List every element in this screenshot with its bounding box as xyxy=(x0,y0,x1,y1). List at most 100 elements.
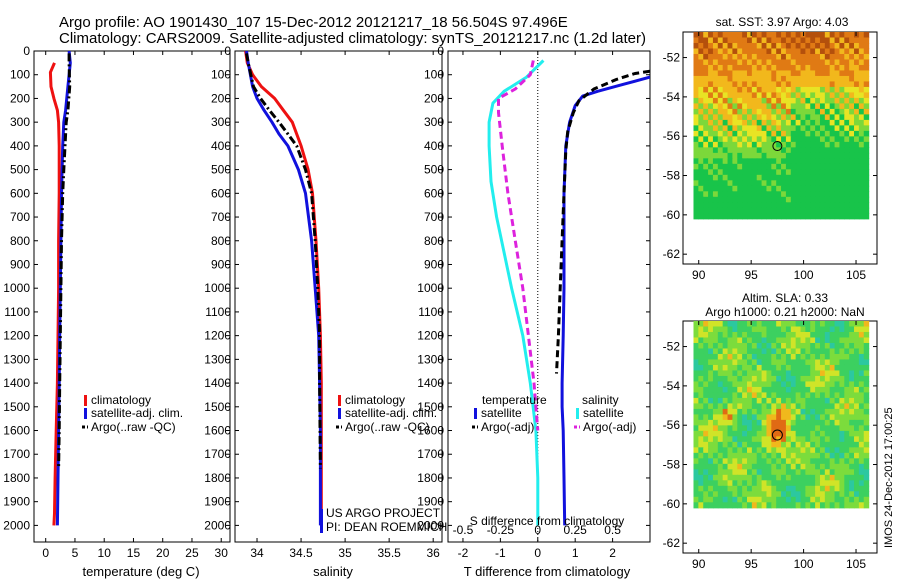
map-cell xyxy=(815,359,821,366)
map-cell xyxy=(858,81,865,88)
map-cell xyxy=(810,348,816,355)
map-cell xyxy=(824,32,831,39)
map-cell xyxy=(805,202,811,209)
map-cell xyxy=(751,408,758,415)
map-cell xyxy=(863,202,870,209)
map-cell xyxy=(771,70,777,77)
map-cell xyxy=(805,474,811,481)
map-cell xyxy=(829,397,836,404)
map-cell xyxy=(747,337,753,344)
map-cell xyxy=(849,458,855,465)
map-cell xyxy=(819,81,826,88)
map-cell xyxy=(849,469,855,476)
map-cell xyxy=(712,430,719,437)
map-cell xyxy=(849,463,855,470)
map-cell xyxy=(732,202,738,209)
map-cell xyxy=(776,364,782,372)
map-cell xyxy=(805,359,811,366)
map-cell xyxy=(698,419,704,426)
map-cell xyxy=(854,419,860,426)
map-cell xyxy=(854,359,860,366)
map-cell xyxy=(737,408,743,415)
map-cell xyxy=(824,130,831,137)
depth-tick-label: 1000 xyxy=(204,281,231,295)
temperature-series xyxy=(48,51,72,526)
map-cell xyxy=(849,491,855,498)
map-cell xyxy=(698,70,704,77)
map-cell xyxy=(712,392,719,399)
map-cell xyxy=(863,196,870,203)
map-cell xyxy=(839,130,845,137)
map-cell xyxy=(863,474,870,481)
map-cell xyxy=(844,108,850,115)
map-cell xyxy=(854,163,860,170)
map-cell xyxy=(849,158,855,165)
map-cell xyxy=(819,441,826,448)
map-cell xyxy=(703,185,709,192)
map-cell xyxy=(819,196,826,203)
legend-swatch-satellite xyxy=(84,408,87,419)
map-cell xyxy=(698,191,704,198)
depth-tick-label: 200 xyxy=(10,91,30,105)
map-cell xyxy=(819,491,826,498)
map-cell xyxy=(790,502,797,509)
x-tick-label: -2 xyxy=(458,546,469,560)
map-cell xyxy=(712,86,719,94)
map-cell xyxy=(761,185,768,192)
map-cell xyxy=(756,174,763,181)
map-cell xyxy=(761,353,768,361)
legend-swatch-climatology xyxy=(84,395,87,406)
map-cell xyxy=(844,480,850,487)
map-cell xyxy=(698,163,704,170)
map-cell xyxy=(844,463,850,470)
map-cell xyxy=(771,196,777,203)
map-cell xyxy=(839,213,845,220)
map-cell xyxy=(834,70,841,77)
map-cell xyxy=(819,463,826,470)
map-cell xyxy=(829,370,836,377)
map-cell xyxy=(795,114,802,121)
map-cell xyxy=(834,321,841,328)
map-cell xyxy=(819,185,826,192)
map-cell xyxy=(790,174,797,181)
map-cell xyxy=(756,436,763,443)
map-cell xyxy=(766,386,772,394)
map-cell xyxy=(747,458,753,465)
map-cell xyxy=(717,458,724,465)
map-cell xyxy=(839,321,845,328)
map-cell xyxy=(785,81,792,88)
map-cell xyxy=(747,502,753,509)
map-cell xyxy=(771,114,777,121)
map-cell xyxy=(703,381,709,388)
map-cell xyxy=(742,48,748,55)
map-cell xyxy=(761,386,768,394)
map-cell xyxy=(712,386,719,394)
map-cell xyxy=(858,441,865,448)
map-cell xyxy=(785,97,792,105)
map-cell xyxy=(732,447,738,454)
map-cell xyxy=(815,213,821,220)
depth-tick-label: 0 xyxy=(437,44,444,58)
map-cell xyxy=(747,321,753,328)
map-cell xyxy=(795,59,802,66)
map-cell xyxy=(829,42,836,50)
map-cell xyxy=(698,496,704,503)
map-cell xyxy=(790,53,797,61)
map-cell xyxy=(863,103,870,110)
map-cell xyxy=(854,53,860,61)
x-tick-label: 36 xyxy=(427,546,441,560)
map-cell xyxy=(839,37,845,44)
map-cell xyxy=(698,213,704,220)
map-cell xyxy=(742,496,748,503)
map-cell xyxy=(844,458,850,465)
map-cell xyxy=(732,92,738,99)
map-cell xyxy=(844,397,850,404)
map-cell xyxy=(742,53,748,61)
map-cell xyxy=(727,381,733,388)
map-cell xyxy=(854,452,860,459)
map-cell xyxy=(708,136,714,143)
map-cell xyxy=(839,114,845,121)
map-cell xyxy=(756,86,763,94)
map-cell xyxy=(712,42,719,50)
map-cell xyxy=(747,163,753,170)
